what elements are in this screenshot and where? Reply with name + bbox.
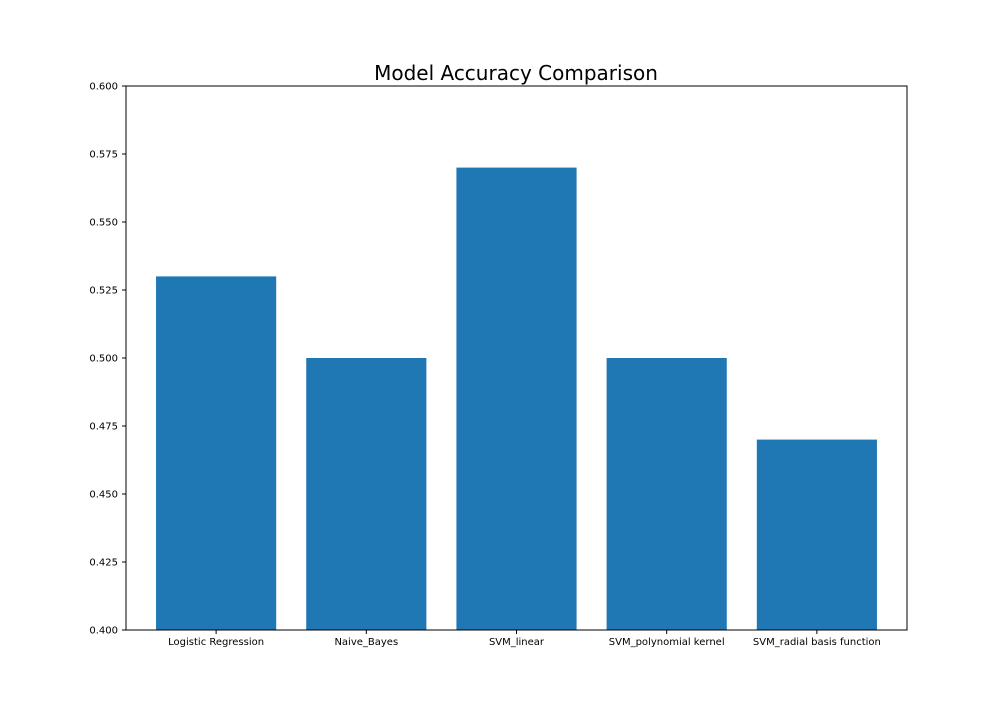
y-tick-label: 0.450 — [89, 490, 118, 501]
y-tick-label: 0.525 — [89, 286, 118, 297]
y-tick-label: 0.400 — [89, 626, 118, 637]
x-tick-label: SVM_polynomial kernel — [609, 637, 725, 648]
bar-svm-polynomial-kernel — [606, 358, 727, 630]
y-tick-label: 0.425 — [89, 558, 118, 569]
bar-svm-radial-basis-function — [756, 439, 877, 630]
chart-title: Model Accuracy Comparison — [374, 61, 658, 85]
y-tick-label: 0.575 — [89, 150, 118, 161]
y-axis: 0.400 0.425 0.450 0.475 0.500 0.525 0.550 0.575… — [89, 82, 126, 637]
bar-logistic-regression — [156, 276, 277, 630]
plot-frame — [125, 85, 908, 631]
y-tick-label: 0.550 — [89, 218, 118, 229]
bar-naive-bayes — [306, 358, 427, 630]
y-tick-label: 0.500 — [89, 354, 118, 365]
y-tick-label: 0.600 — [89, 82, 118, 93]
bar-group — [156, 167, 877, 630]
bar-svm-linear — [456, 167, 577, 630]
x-tick-label: SVM_radial basis function — [753, 637, 881, 648]
x-tick-label: Logistic Regression — [168, 637, 264, 648]
x-tick-label: SVM_linear — [489, 637, 545, 648]
y-tick-label: 0.475 — [89, 422, 118, 433]
x-tick-label: Naive_Bayes — [334, 637, 398, 648]
x-axis: Logistic Regression Naive_Bayes SVM_linear… — [168, 630, 881, 648]
